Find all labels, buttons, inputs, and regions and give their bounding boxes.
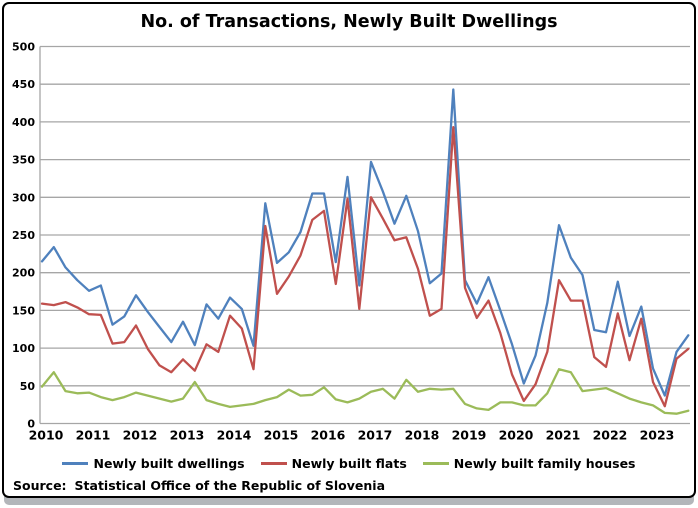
legend-item-dwellings: Newly built dwellings bbox=[62, 456, 245, 471]
chart-title: No. of Transactions, Newly Built Dwellin… bbox=[140, 12, 558, 32]
legend-item-flats: Newly built flats bbox=[260, 456, 407, 471]
y-axis-label: 500 bbox=[12, 41, 35, 54]
legend-label-family-houses: Newly built family houses bbox=[453, 456, 636, 471]
x-axis-label: 2010 bbox=[29, 428, 64, 443]
chart-frame: 0 50 100 150 200 250 300 350 400 450 500 2010 2011 20… bbox=[2, 2, 696, 498]
legend-line-swatch-dwellings bbox=[62, 462, 89, 465]
x-axis-label: 2022 bbox=[593, 428, 628, 443]
x-axis-label: 2013 bbox=[170, 428, 205, 443]
x-axis-label: 2012 bbox=[123, 428, 158, 443]
x-axis-label: 2018 bbox=[405, 428, 440, 443]
source-label: Source: bbox=[13, 478, 67, 493]
x-axis-label: 2016 bbox=[311, 428, 346, 443]
y-axis-label: 150 bbox=[12, 304, 35, 317]
y-axis-label: 350 bbox=[12, 154, 35, 167]
y-axis-label: 250 bbox=[12, 229, 35, 242]
x-axis-label: 2011 bbox=[76, 428, 111, 443]
x-axis-label: 2019 bbox=[452, 428, 487, 443]
x-axis-label: 2014 bbox=[217, 428, 252, 443]
x-axis-label: 2021 bbox=[546, 428, 581, 443]
chart-legend: Newly built dwellings Newly built flats … bbox=[4, 456, 694, 471]
x-axis-label: 2023 bbox=[640, 428, 675, 443]
series-line-newly-built-dwellings bbox=[40, 88, 690, 397]
chart-plot-area: 0 50 100 150 200 250 300 350 400 450 500 2010 2011 20… bbox=[12, 41, 690, 443]
legend-line-swatch-family-houses bbox=[422, 462, 449, 465]
legend-item-family-houses: Newly built family houses bbox=[422, 456, 636, 471]
y-axis-label: 300 bbox=[12, 191, 35, 204]
series-line-newly-built-family-houses bbox=[40, 368, 690, 415]
source-attribution: Source: Statistical Office of the Republi… bbox=[13, 478, 385, 493]
legend-label-dwellings: Newly built dwellings bbox=[93, 456, 245, 471]
y-axis-label: 100 bbox=[12, 342, 35, 355]
x-axis-label: 2015 bbox=[264, 428, 299, 443]
x-axis-label: 2020 bbox=[499, 428, 534, 443]
source-text: Statistical Office of the Republic of Sl… bbox=[74, 478, 386, 493]
legend-label-flats: Newly built flats bbox=[291, 456, 407, 471]
series-line-newly-built-flats bbox=[40, 126, 690, 408]
y-axis-label: 50 bbox=[20, 380, 36, 393]
y-axis-label: 0 bbox=[27, 418, 35, 431]
y-axis-label: 400 bbox=[12, 116, 35, 129]
y-axis-label: 200 bbox=[12, 267, 35, 280]
y-axis-label: 450 bbox=[12, 78, 35, 91]
x-axis-label: 2017 bbox=[358, 428, 393, 443]
legend-line-swatch-flats bbox=[260, 462, 287, 465]
